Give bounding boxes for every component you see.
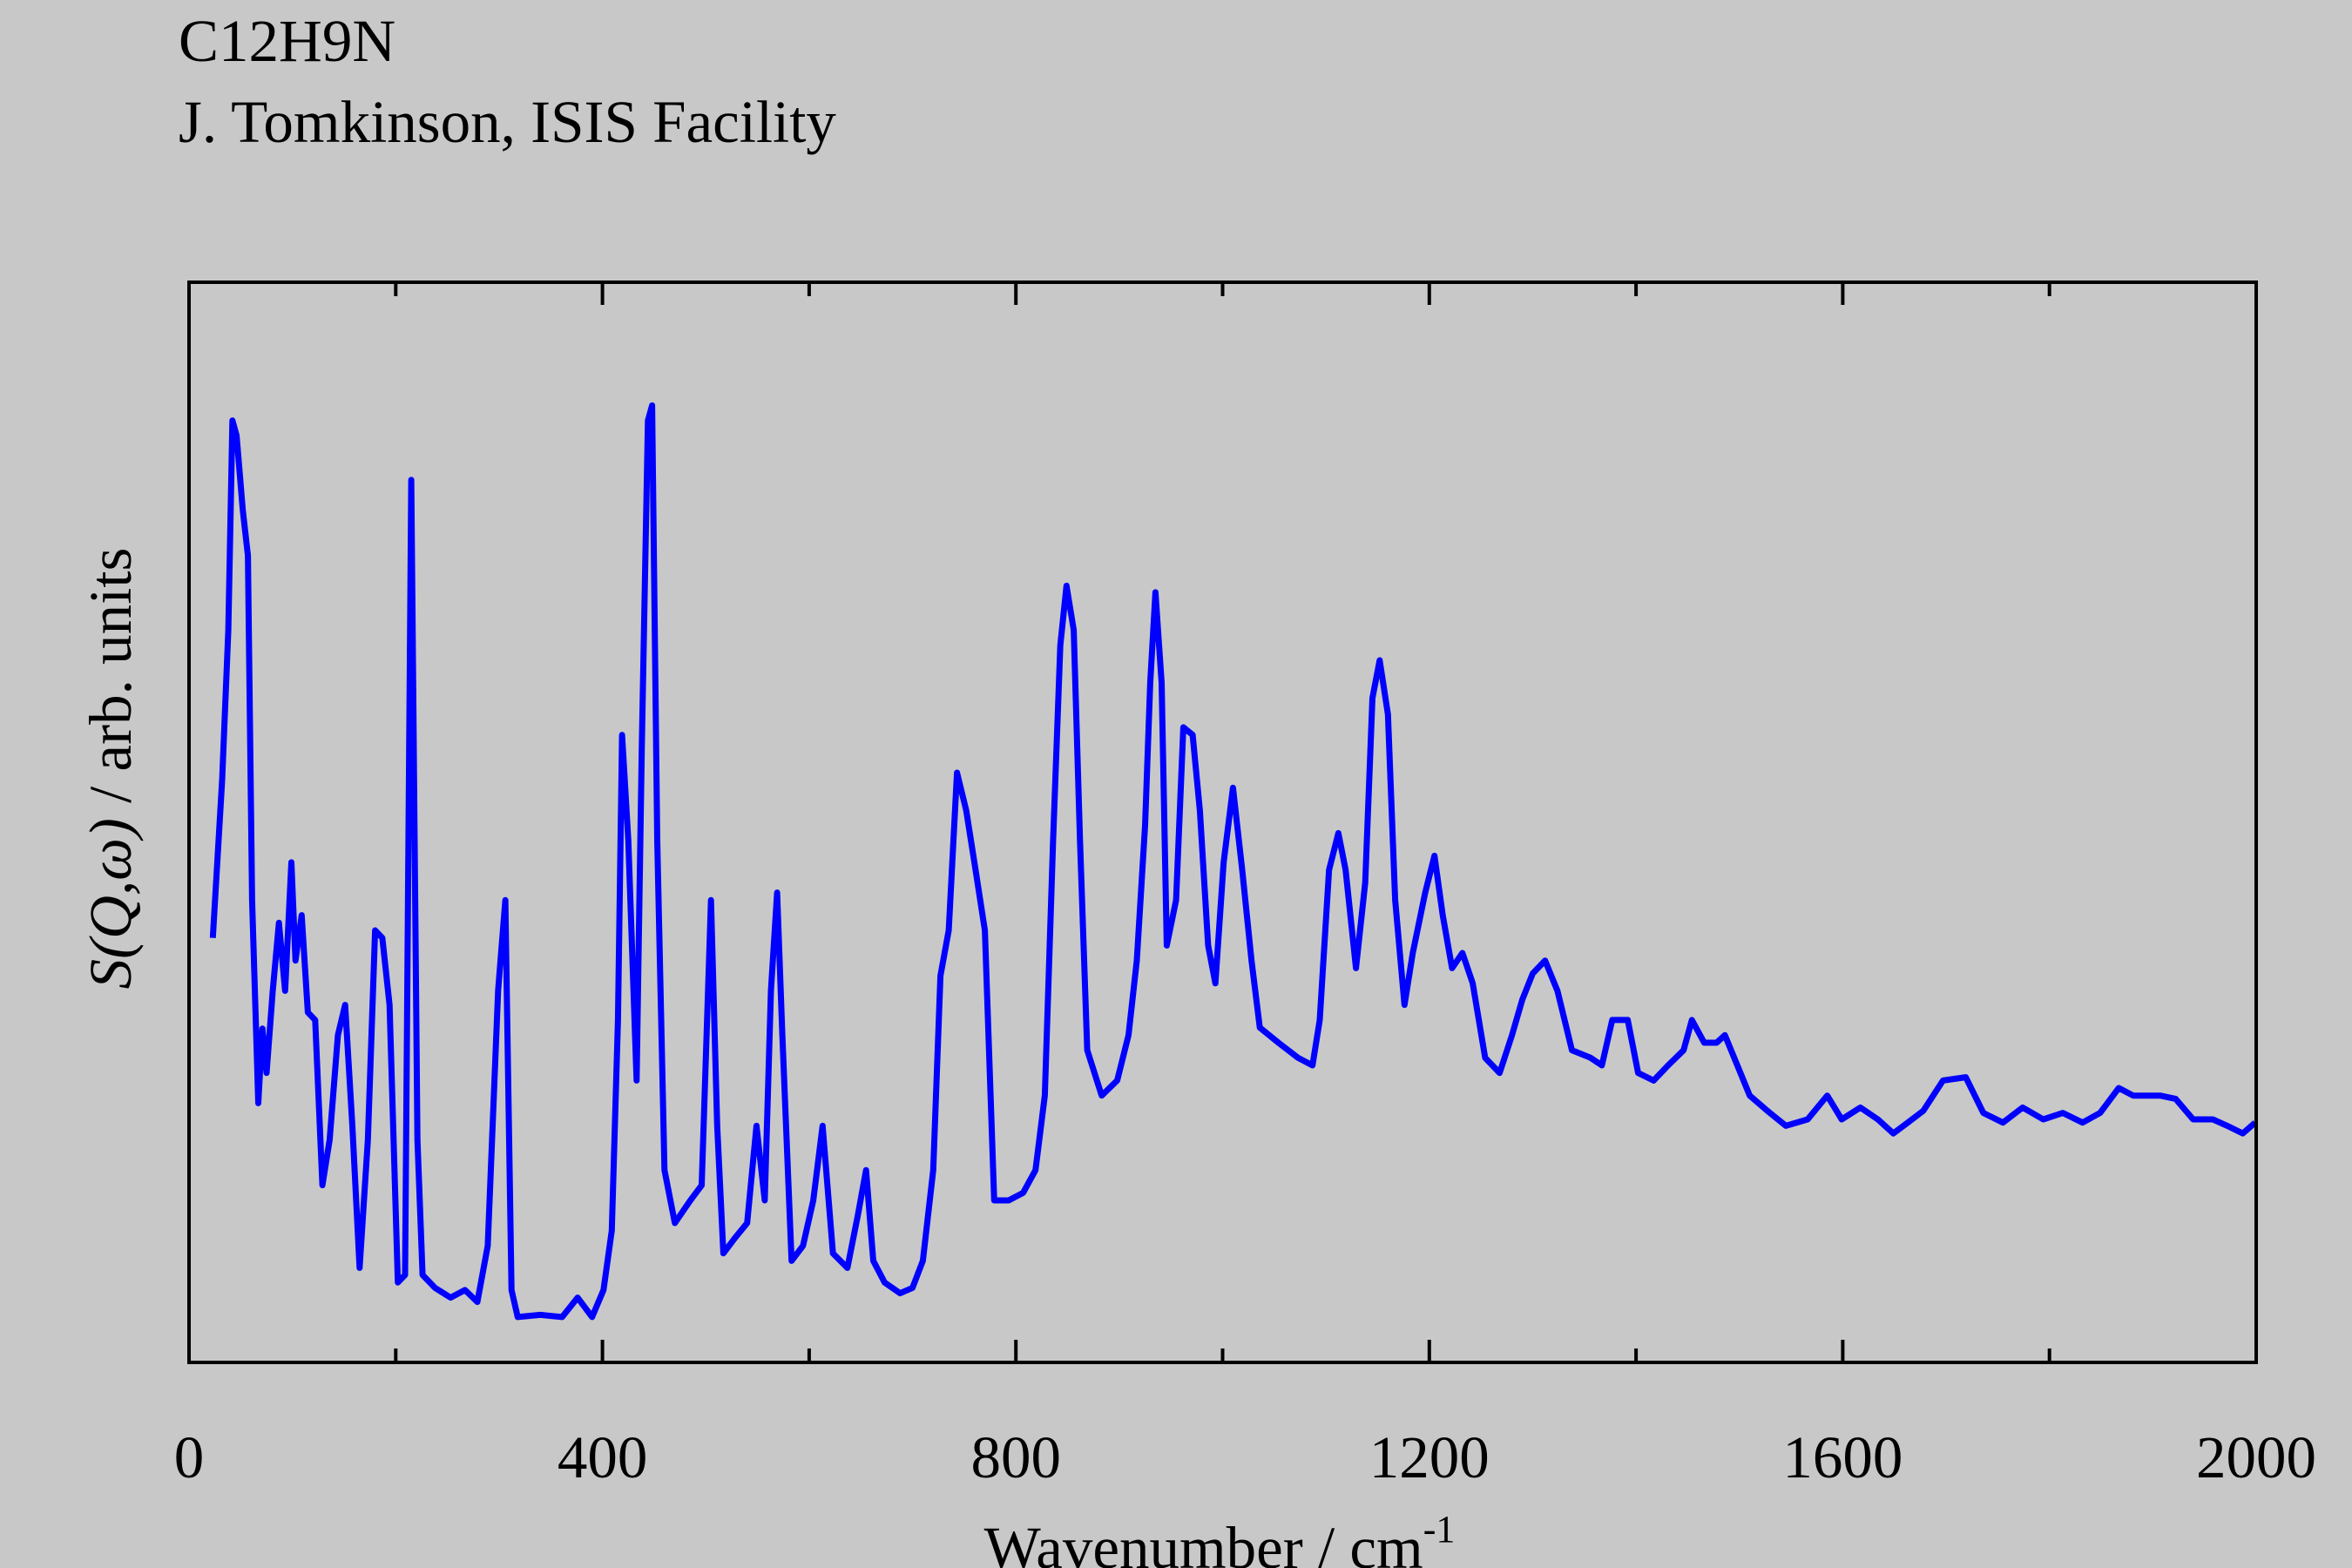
x-tick-label: 800 [970,1424,1061,1490]
x-tick-label: 2000 [2196,1424,2316,1490]
chart-subtitle: J. Tomkinson, ISIS Facility [179,89,836,155]
chart-title: C12H9N [179,8,395,74]
x-tick-label: 1600 [1782,1424,1903,1490]
y-axis-label-symbol: S(Q,ω) [78,818,144,989]
y-axis-label-unit: / arb. units [78,548,144,818]
x-axis-label-text: Wavenumber / cm [984,1515,1423,1568]
y-axis-label: S(Q,ω) / arb. units [78,548,144,990]
x-tick-label: 0 [174,1424,205,1490]
x-tick-label: 1200 [1369,1424,1490,1490]
x-tick-label: 400 [558,1424,648,1490]
x-axis-label-superscript: -1 [1423,1508,1456,1551]
x-axis-label: Wavenumber / cm-1 [984,1508,1456,1568]
spectrum-line [209,402,2258,1321]
